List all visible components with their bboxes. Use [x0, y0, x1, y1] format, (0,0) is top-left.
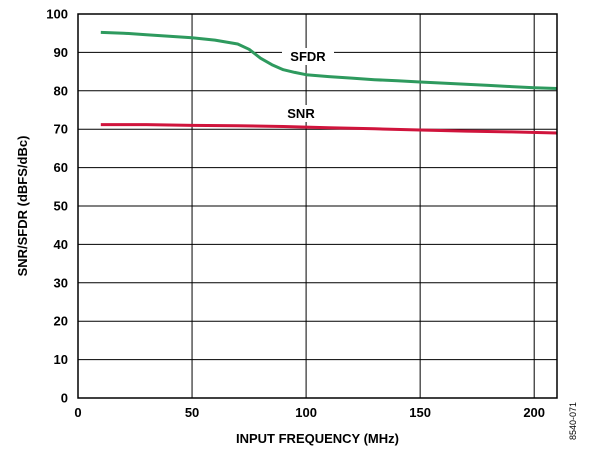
snr-label-background	[281, 105, 321, 122]
sfdr-series-label: SFDR	[290, 49, 326, 64]
x-tick-label-100: 100	[295, 405, 317, 420]
x-tick-label-50: 50	[185, 405, 199, 420]
x-tick-label-150: 150	[409, 405, 431, 420]
sfdr-label-background	[282, 48, 334, 65]
sfdr-line	[100, 30, 558, 90]
snr-series-label: SNR	[287, 106, 315, 121]
y-axis-title: SNR/SFDR (dBFS/dBc)	[15, 136, 30, 277]
x-axis-title: INPUT FREQUENCY (MHz)	[236, 431, 399, 446]
y-tick-label-10: 10	[54, 352, 68, 367]
y-tick-label-70: 70	[54, 122, 68, 137]
y-tick-label-60: 60	[54, 160, 68, 175]
y-tick-label-20: 20	[54, 314, 68, 329]
x-tick-label-0: 0	[74, 405, 81, 420]
figure-id: 8540-071	[568, 402, 578, 440]
tick-labels: 0 10 20 30 40 50 60 70 80 90 100 0 50 100 150 200	[46, 7, 545, 421]
y-tick-label-0: 0	[61, 391, 68, 406]
series-labels: SFDR SNR	[281, 48, 334, 122]
y-tick-label-50: 50	[54, 199, 68, 214]
y-tick-label-40: 40	[54, 237, 68, 252]
snr-line	[100, 123, 558, 135]
series-lines	[100, 30, 558, 135]
grid	[78, 14, 557, 398]
y-tick-label-30: 30	[54, 275, 68, 290]
x-tick-label-200: 200	[523, 405, 545, 420]
y-tick-label-100: 100	[46, 7, 68, 22]
y-tick-label-80: 80	[54, 83, 68, 98]
y-tick-label-90: 90	[54, 45, 68, 60]
plot-area-frame	[77, 13, 558, 399]
